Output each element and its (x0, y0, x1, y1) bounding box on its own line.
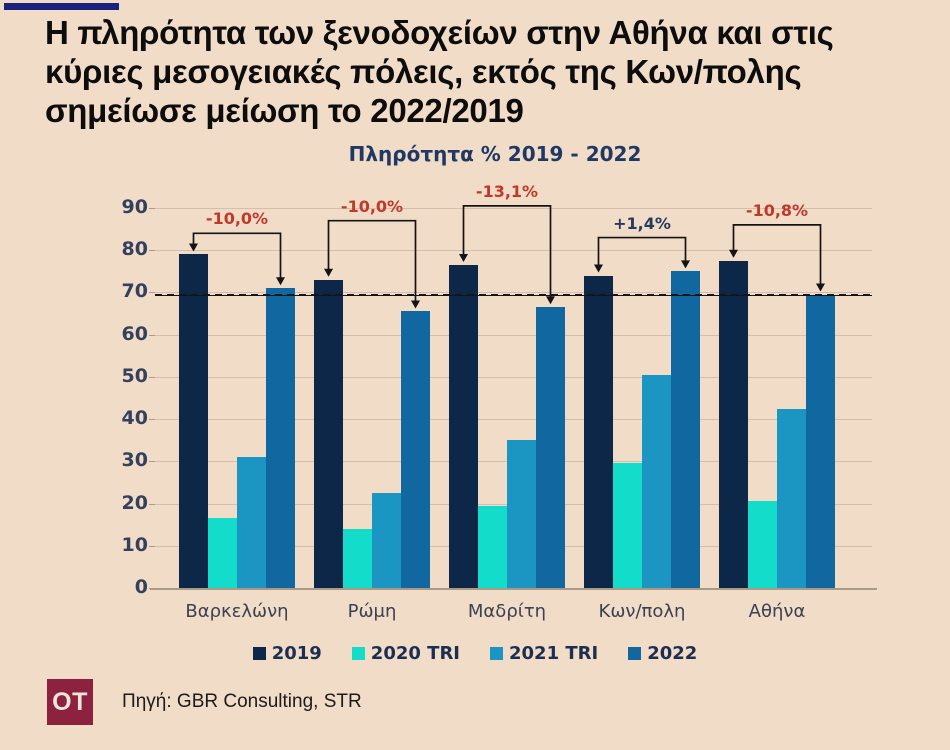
y-axis-tick (149, 545, 155, 547)
x-axis-line (150, 588, 877, 590)
x-category-label: Αθήνα (748, 601, 806, 622)
legend-swatch-icon (351, 646, 365, 660)
bar-2020-tri-3 (613, 463, 642, 588)
legend-item: 2022 (628, 643, 697, 664)
x-category-label: Ρώμη (347, 601, 397, 622)
annotation-label: +1,4% (613, 213, 671, 233)
arrow-down-icon (276, 277, 285, 286)
bar-2019-1 (314, 279, 343, 588)
arrow-down-icon (411, 300, 420, 309)
y-axis-label: 70 (121, 280, 148, 303)
bar-2022-4 (806, 294, 835, 588)
bar-2020-tri-2 (478, 505, 507, 588)
legend-swatch-icon (252, 646, 266, 660)
bar-2019-4 (719, 260, 748, 588)
y-axis-tick (149, 419, 155, 421)
legend-item: 2021 TRI (490, 643, 598, 664)
bar-2022-3 (671, 271, 700, 588)
y-axis-label: 40 (121, 407, 148, 430)
gridline (155, 334, 872, 336)
y-axis-tick (149, 461, 155, 463)
x-category-label: Μαδρίτη (467, 601, 547, 622)
arrow-down-icon (594, 264, 603, 273)
bar-2021-tri-3 (642, 374, 671, 588)
legend-swatch-icon (628, 646, 642, 660)
arrow-down-icon (681, 260, 690, 269)
bar-2020-tri-1 (343, 528, 372, 588)
page-title: Η πληρότητα των ξενοδοχείων στην Αθήνα κ… (45, 14, 834, 129)
legend-swatch-icon (490, 646, 503, 660)
legend-label: 2021 TRI (509, 642, 599, 664)
arrow-down-icon (546, 296, 555, 305)
y-axis-label: 90 (121, 196, 148, 218)
legend-label: 2020 TRI (370, 642, 460, 664)
x-category-label: Βαρκελώνη (185, 601, 289, 622)
bar-2022-0 (266, 288, 295, 588)
annotation-label: -10,0% (205, 209, 269, 229)
y-axis-label: 20 (121, 491, 148, 514)
arrow-down-icon (324, 268, 333, 277)
chart-legend: 2019 2020 TRI 2021 TRI 2022 (0, 640, 950, 666)
gridline (155, 376, 872, 378)
annotation-label: -10,8% (745, 200, 809, 220)
x-category-label: Κων/πολη (598, 601, 686, 622)
y-axis-tick (149, 250, 155, 252)
legend-item: 2020 TRI (351, 642, 460, 664)
bar-2021-tri-0 (237, 457, 266, 588)
y-axis-label: 30 (121, 449, 148, 472)
bar-2021-tri-1 (372, 493, 401, 588)
y-axis-tick (149, 376, 155, 378)
arrow-down-icon (459, 254, 468, 263)
chart-title: Πληρότητα % 2019 - 2022 (348, 142, 642, 166)
bar-2022-1 (401, 311, 430, 588)
gridline (155, 419, 872, 421)
bar-2022-2 (536, 307, 565, 588)
legend-label: 2022 (647, 642, 698, 664)
y-axis-label: 80 (121, 238, 148, 261)
bar-2019-2 (449, 265, 478, 588)
y-axis-label: 60 (121, 322, 148, 345)
footer: OT Πηγή: GBR Consulting, STR (47, 679, 362, 725)
bar-2020-tri-0 (208, 518, 237, 588)
arrow-down-icon (816, 283, 825, 292)
y-axis-label: 0 (134, 576, 148, 598)
bar-2019-3 (584, 275, 613, 588)
gridline (155, 250, 872, 252)
annotation-bracket (597, 236, 687, 266)
legend-label: 2019 (271, 642, 322, 664)
annotation-label: -13,1% (475, 181, 539, 201)
legend-item: 2019 (252, 642, 322, 664)
bar-2019-0 (179, 254, 208, 588)
source-text: Πηγή: GBR Consulting, STR (122, 691, 362, 712)
bar-2021-tri-4 (777, 408, 806, 588)
gridline (155, 292, 872, 294)
bar-2021-tri-2 (507, 440, 536, 588)
y-axis-tick (149, 292, 155, 294)
y-axis-label: 50 (121, 364, 148, 387)
annotation-label: -10,0% (340, 196, 404, 216)
y-axis-tick (149, 208, 155, 209)
ot-logo: OT (47, 679, 93, 725)
y-axis-label: 10 (121, 533, 148, 556)
bar-2020-tri-4 (748, 501, 777, 588)
accent-bar (4, 3, 119, 10)
y-axis-tick (149, 503, 155, 505)
y-axis-tick (149, 334, 155, 336)
